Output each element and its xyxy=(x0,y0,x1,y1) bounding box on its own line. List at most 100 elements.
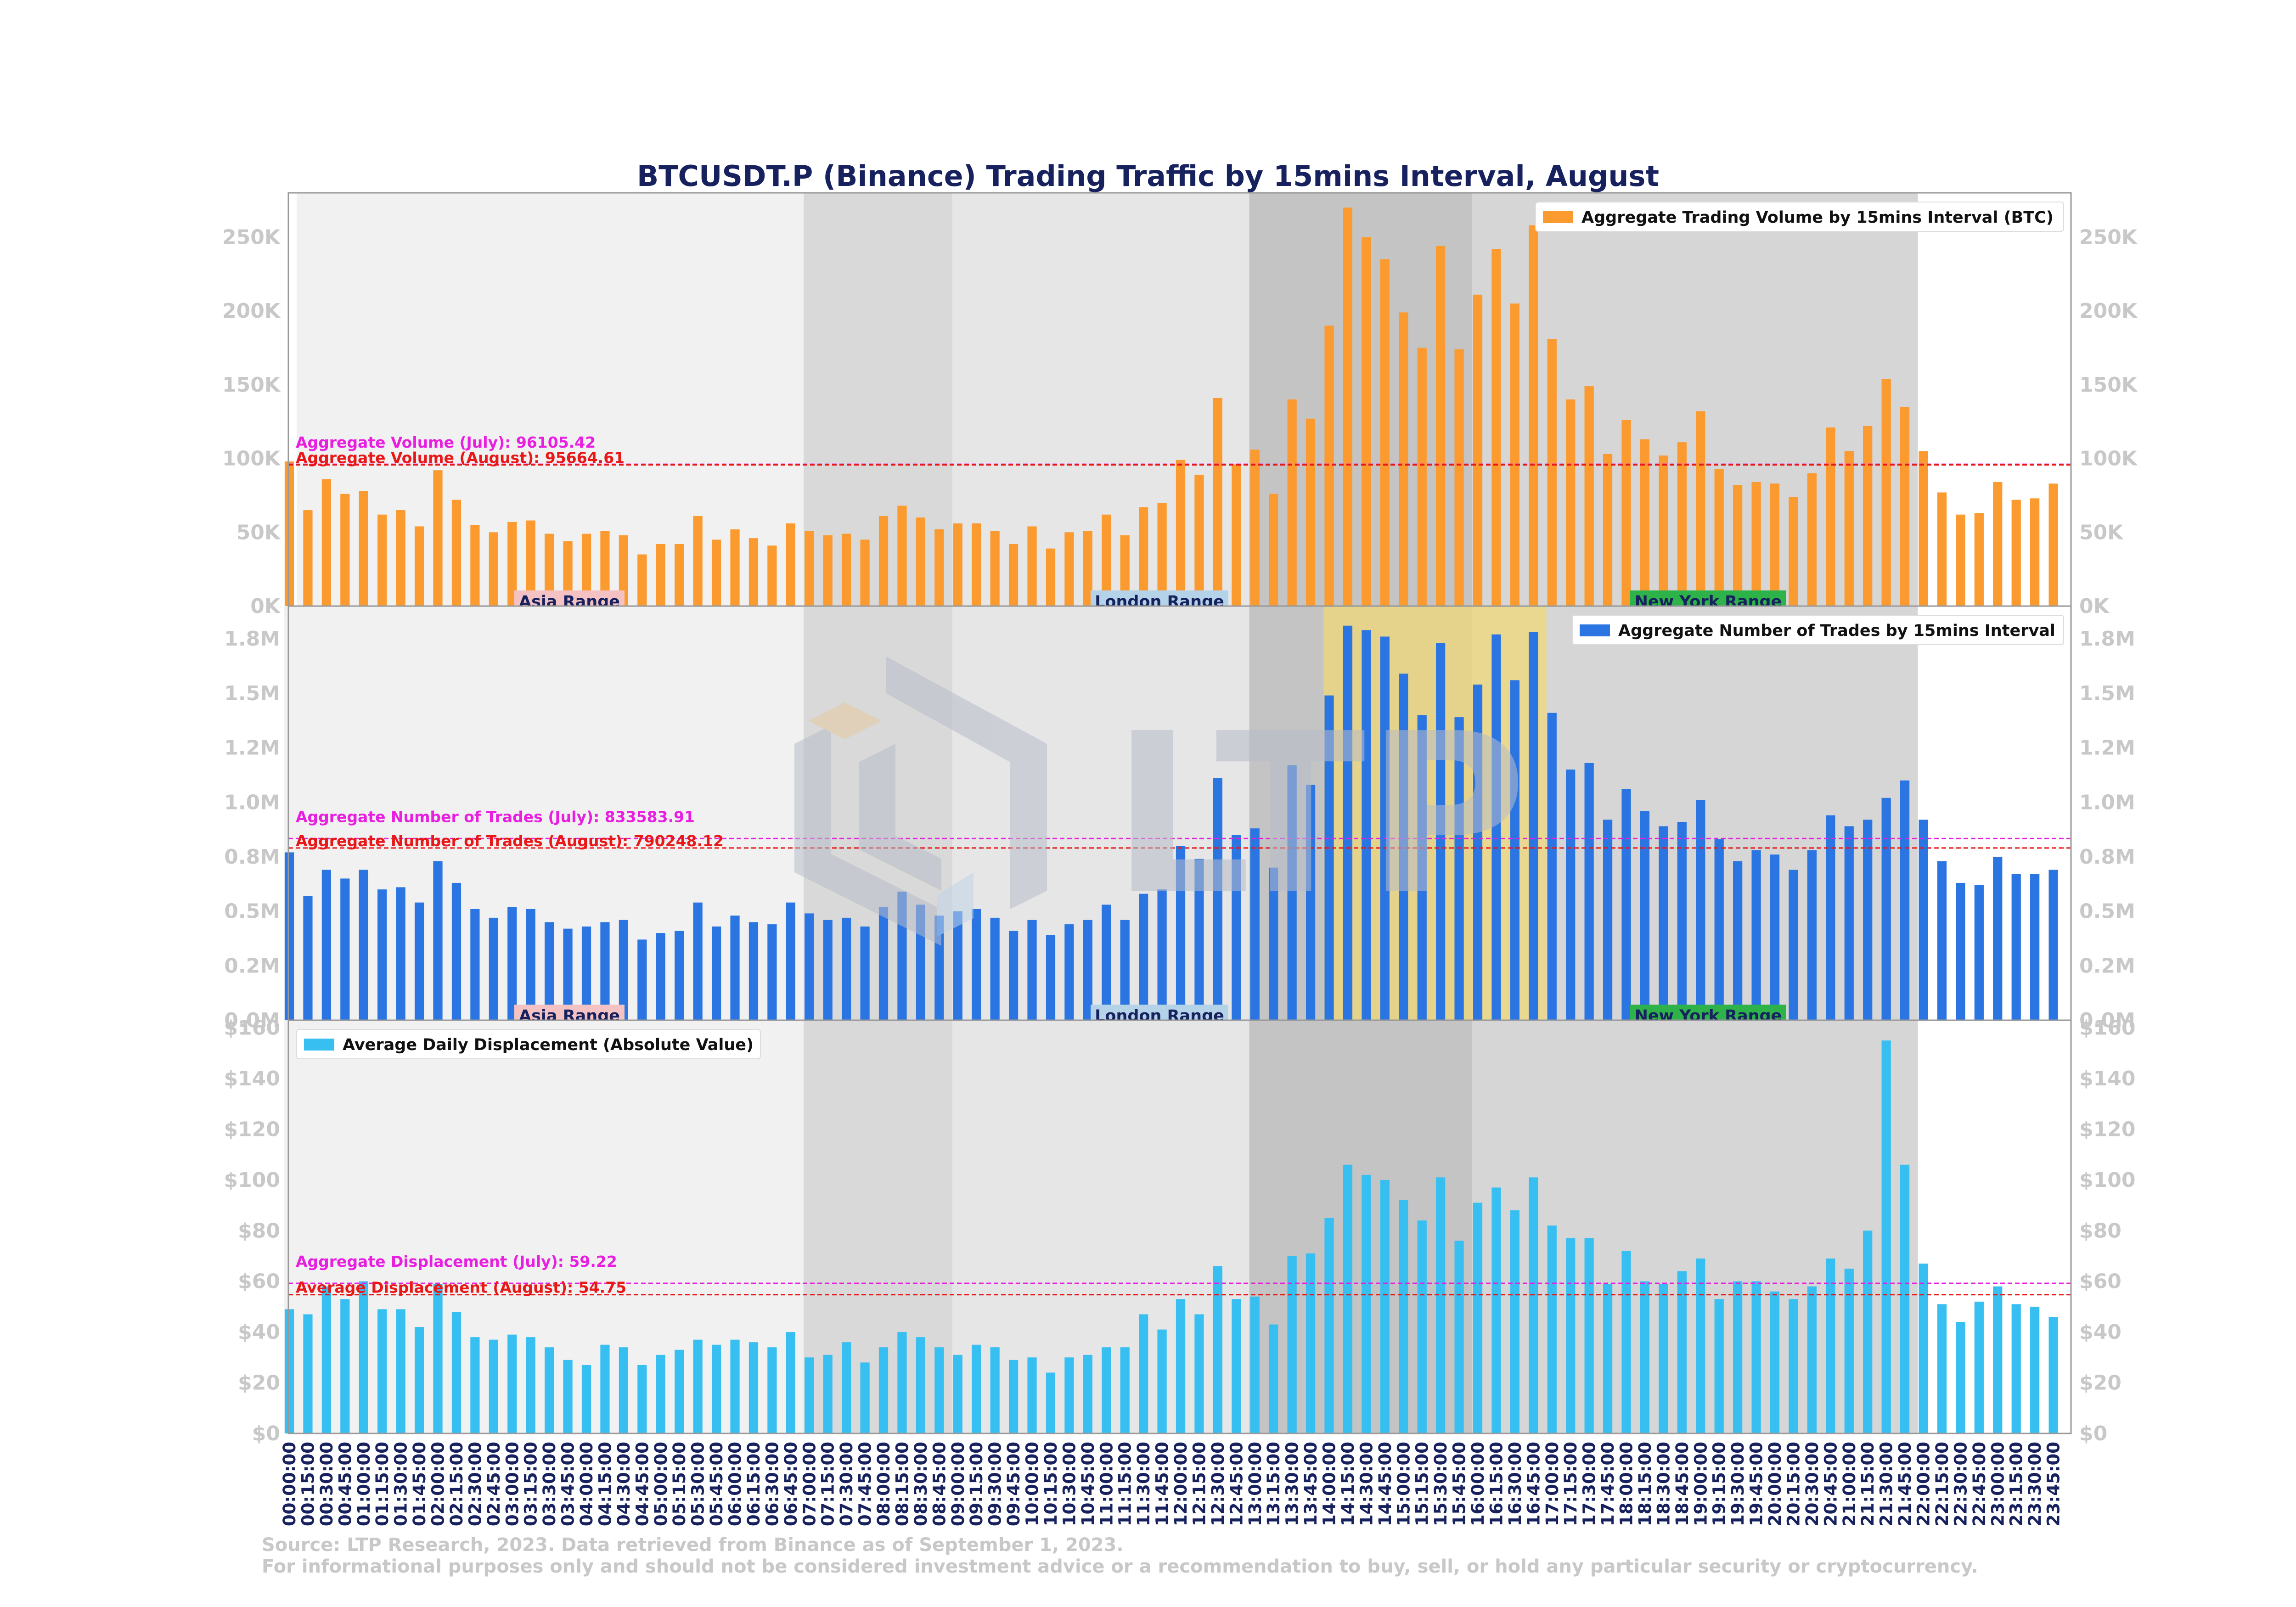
y-tick-label-right: $80 xyxy=(2079,1219,2122,1242)
bar xyxy=(1621,789,1631,1020)
x-tick-label: 14:00:00 xyxy=(1320,1442,1339,1526)
y-tick-label-right: $0 xyxy=(2079,1422,2107,1445)
bar xyxy=(990,917,1000,1020)
bar xyxy=(1584,763,1594,1020)
x-tick-label: 10:00:00 xyxy=(1023,1442,1042,1526)
bar xyxy=(656,544,665,606)
x-tick-label: 09:45:00 xyxy=(1004,1442,1024,1526)
x-tick-label: 15:15:00 xyxy=(1412,1442,1432,1526)
y-tick-label-right: 150K xyxy=(2079,373,2138,397)
x-tick-label: 23:30:00 xyxy=(2025,1442,2045,1526)
reference-line-label: Aggregate Volume (August): 95664.61 xyxy=(296,449,625,467)
bar xyxy=(1937,861,1947,1020)
bar xyxy=(1751,1281,1761,1433)
bar xyxy=(1417,1220,1427,1433)
bar xyxy=(1919,451,1928,606)
x-tick-label: 17:45:00 xyxy=(1598,1442,1618,1526)
watermark-logo-shape xyxy=(808,702,882,739)
x-tick-label: 06:00:00 xyxy=(726,1442,745,1526)
x-tick-label: 21:15:00 xyxy=(1858,1442,1878,1526)
bar xyxy=(563,541,573,606)
x-tick-label: 12:45:00 xyxy=(1227,1442,1246,1526)
x-tick-label: 02:00:00 xyxy=(428,1442,448,1526)
x-tick-label: 08:30:00 xyxy=(911,1442,931,1526)
bar xyxy=(1491,634,1501,1020)
legend-swatch xyxy=(304,1039,334,1051)
x-tick-label: 03:00:00 xyxy=(502,1442,522,1526)
bar xyxy=(619,1347,629,1433)
y-tick-label-left: 0K xyxy=(250,595,281,618)
bar xyxy=(878,516,889,606)
x-tick-label: 19:15:00 xyxy=(1710,1442,1729,1526)
bar xyxy=(1306,785,1316,1020)
x-tick-label: 21:00:00 xyxy=(1840,1442,1859,1526)
bar xyxy=(1696,800,1705,1020)
x-tick-label: 16:45:00 xyxy=(1524,1442,1543,1526)
x-tick-label: 20:45:00 xyxy=(1821,1442,1840,1526)
y-tick-label-right: 1.0M xyxy=(2079,791,2135,814)
bar xyxy=(1974,885,1984,1020)
bar xyxy=(526,1337,535,1433)
bar xyxy=(619,535,629,606)
y-tick-label-left: 1.5M xyxy=(224,682,280,705)
bar xyxy=(711,1344,721,1433)
bar xyxy=(693,516,703,606)
bar xyxy=(1120,920,1130,1020)
x-tick-label: 16:00:00 xyxy=(1468,1442,1488,1526)
y-tick-label-right: $100 xyxy=(2079,1169,2135,1192)
x-tick-label: 18:45:00 xyxy=(1672,1442,1692,1526)
bar xyxy=(1027,920,1037,1020)
bar xyxy=(1324,1218,1334,1433)
x-tick-label: 11:45:00 xyxy=(1153,1442,1172,1526)
x-tick-label: 18:15:00 xyxy=(1635,1442,1655,1526)
watermark-logo-shape xyxy=(859,744,941,891)
bar xyxy=(953,1354,962,1433)
x-tick-label: 11:00:00 xyxy=(1097,1442,1116,1526)
bar xyxy=(1863,1231,1873,1433)
bar xyxy=(600,922,610,1020)
bar xyxy=(359,1281,368,1433)
bar xyxy=(1194,1314,1204,1433)
x-tick-label: 00:45:00 xyxy=(335,1442,355,1526)
bar xyxy=(1399,674,1408,1020)
x-tick-label: 08:15:00 xyxy=(892,1442,912,1526)
y-tick-label-left: 0.2M xyxy=(224,954,280,978)
bar xyxy=(730,529,740,606)
bar xyxy=(1566,770,1576,1020)
bar xyxy=(377,1309,387,1433)
bar xyxy=(1250,828,1260,1020)
bar xyxy=(1510,680,1520,1020)
bar xyxy=(1473,1202,1483,1433)
legend-swatch xyxy=(1543,211,1573,223)
x-tick-label: 02:30:00 xyxy=(465,1442,485,1526)
bar xyxy=(1194,474,1204,606)
bar xyxy=(1120,1347,1130,1433)
bar xyxy=(1937,1304,1947,1433)
y-tick-label-left: 1.8M xyxy=(224,627,280,651)
bar xyxy=(2011,500,2021,606)
y-tick-label-left: 1.2M xyxy=(224,736,280,760)
x-tick-label: 19:45:00 xyxy=(1747,1442,1767,1526)
bar xyxy=(1306,418,1316,606)
x-tick-label: 14:15:00 xyxy=(1338,1442,1358,1526)
bar xyxy=(1176,1299,1186,1433)
bar xyxy=(470,909,480,1020)
footer-source-note: Source: LTP Research, 2023. Data retriev… xyxy=(262,1534,1124,1556)
bar xyxy=(748,922,759,1020)
bar xyxy=(1844,826,1854,1020)
bar xyxy=(878,907,889,1020)
x-tick-label: 00:15:00 xyxy=(298,1442,318,1526)
bar xyxy=(489,917,498,1020)
bar xyxy=(1826,815,1835,1020)
x-tick-label: 19:30:00 xyxy=(1728,1442,1748,1526)
bar xyxy=(340,494,350,606)
bar xyxy=(860,1362,870,1433)
bar xyxy=(1900,780,1910,1020)
bar xyxy=(563,928,573,1020)
bar xyxy=(1454,1241,1464,1433)
bar xyxy=(1139,1314,1148,1433)
bar xyxy=(1139,893,1148,1020)
bar xyxy=(414,526,424,606)
bar xyxy=(1324,326,1334,606)
